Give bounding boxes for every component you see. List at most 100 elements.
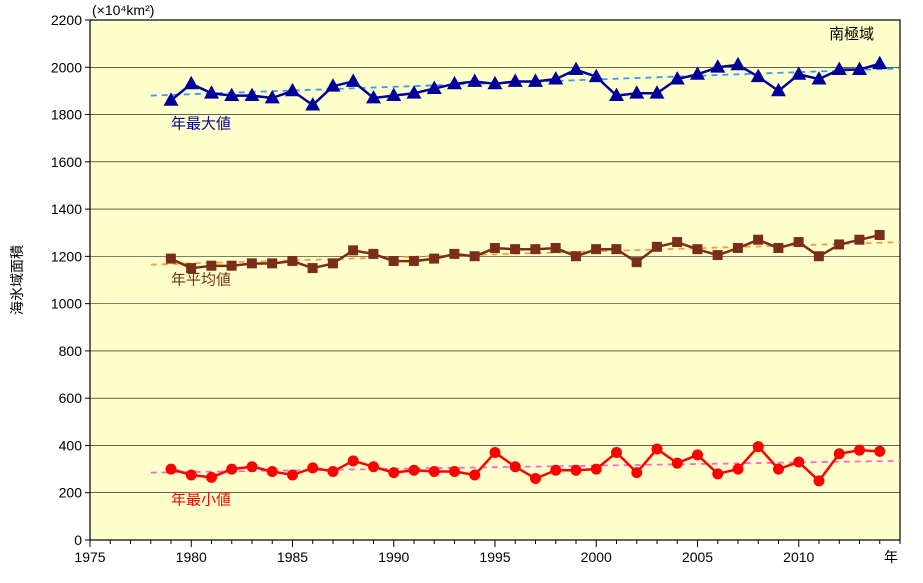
marker-min [834, 449, 844, 459]
marker-mean [794, 238, 803, 247]
marker-mean [247, 259, 256, 268]
marker-min [450, 466, 460, 476]
y-axis-label: 海氷域面積 [9, 245, 25, 315]
x-tick-label: 2010 [783, 549, 814, 565]
marker-min [875, 446, 885, 456]
y-tick-label: 1800 [51, 107, 82, 123]
marker-mean [308, 264, 317, 273]
marker-mean [754, 235, 763, 244]
marker-mean [612, 245, 621, 254]
marker-min [308, 463, 318, 473]
y-tick-label: 1400 [51, 201, 82, 217]
marker-mean [592, 245, 601, 254]
marker-mean [632, 258, 641, 267]
marker-min [794, 457, 804, 467]
series-label-min: 年最小値 [171, 492, 231, 509]
y-tick-label: 200 [59, 485, 83, 501]
marker-mean [268, 259, 277, 268]
marker-mean [166, 254, 175, 263]
x-axis-label: 年 [884, 549, 898, 565]
marker-min [490, 448, 500, 458]
y-axis-unit: (×10⁴km²) [92, 2, 154, 18]
y-tick-label: 400 [59, 437, 83, 453]
marker-min [713, 469, 723, 479]
marker-mean [713, 251, 722, 260]
marker-mean [673, 238, 682, 247]
series-label-mean: 年平均値 [171, 272, 231, 289]
marker-mean [551, 243, 560, 252]
marker-mean [328, 259, 337, 268]
marker-min [186, 470, 196, 480]
marker-mean [814, 252, 823, 261]
marker-min [733, 464, 743, 474]
marker-mean [490, 243, 499, 252]
marker-min [693, 450, 703, 460]
marker-min [166, 464, 176, 474]
x-tick-label: 2000 [581, 549, 612, 565]
x-tick-label: 1985 [277, 549, 308, 565]
line-chart: 0 200 400 600 800 1000 1200 1400 1600 1800 2000 220… [0, 0, 923, 583]
marker-mean [652, 242, 661, 251]
marker-min [672, 458, 682, 468]
y-tick-label: 600 [59, 390, 83, 406]
marker-mean [470, 252, 479, 261]
marker-mean [389, 256, 398, 265]
y-tick-label: 1600 [51, 154, 82, 170]
marker-min [409, 465, 419, 475]
marker-min [774, 464, 784, 474]
y-tick-label: 1200 [51, 248, 82, 264]
marker-mean [511, 245, 520, 254]
marker-mean [207, 261, 216, 270]
marker-min [288, 470, 298, 480]
marker-min [267, 466, 277, 476]
series-label-max: 年最大値 [171, 116, 231, 133]
x-tick-label: 1975 [74, 549, 105, 565]
marker-mean [531, 245, 540, 254]
marker-min [551, 465, 561, 475]
marker-mean [409, 256, 418, 265]
x-tick-label: 1980 [176, 549, 207, 565]
marker-mean [774, 243, 783, 252]
x-tick-label: 1995 [479, 549, 510, 565]
marker-min [571, 465, 581, 475]
marker-min [510, 462, 520, 472]
marker-min [328, 466, 338, 476]
x-tick-label: 1990 [378, 549, 409, 565]
marker-mean [349, 246, 358, 255]
marker-min [632, 468, 642, 478]
marker-min [470, 470, 480, 480]
marker-min [855, 445, 865, 455]
marker-min [531, 474, 541, 484]
marker-mean [288, 256, 297, 265]
marker-min [207, 472, 217, 482]
marker-min [591, 464, 601, 474]
chart-container: 0 200 400 600 800 1000 1200 1400 1600 1800 2000 220… [0, 0, 923, 583]
region-label: 南極域 [829, 26, 874, 43]
marker-min [753, 442, 763, 452]
marker-mean [835, 240, 844, 249]
marker-mean [571, 252, 580, 261]
marker-min [814, 476, 824, 486]
y-tick-label: 2000 [51, 59, 82, 75]
marker-mean [693, 245, 702, 254]
marker-min [369, 462, 379, 472]
y-tick-label: 1000 [51, 296, 82, 312]
marker-mean [875, 230, 884, 239]
marker-min [389, 468, 399, 478]
y-tick-label: 800 [59, 343, 83, 359]
marker-mean [733, 243, 742, 252]
y-tick-label: 2200 [51, 12, 82, 28]
marker-mean [227, 261, 236, 270]
marker-mean [855, 235, 864, 244]
marker-min [612, 448, 622, 458]
marker-min [429, 466, 439, 476]
marker-mean [450, 249, 459, 258]
marker-min [348, 456, 358, 466]
marker-mean [369, 249, 378, 258]
marker-min [652, 444, 662, 454]
x-tick-label: 2005 [682, 549, 713, 565]
marker-mean [430, 254, 439, 263]
marker-min [227, 464, 237, 474]
y-tick-label: 0 [74, 532, 82, 548]
marker-min [247, 462, 257, 472]
